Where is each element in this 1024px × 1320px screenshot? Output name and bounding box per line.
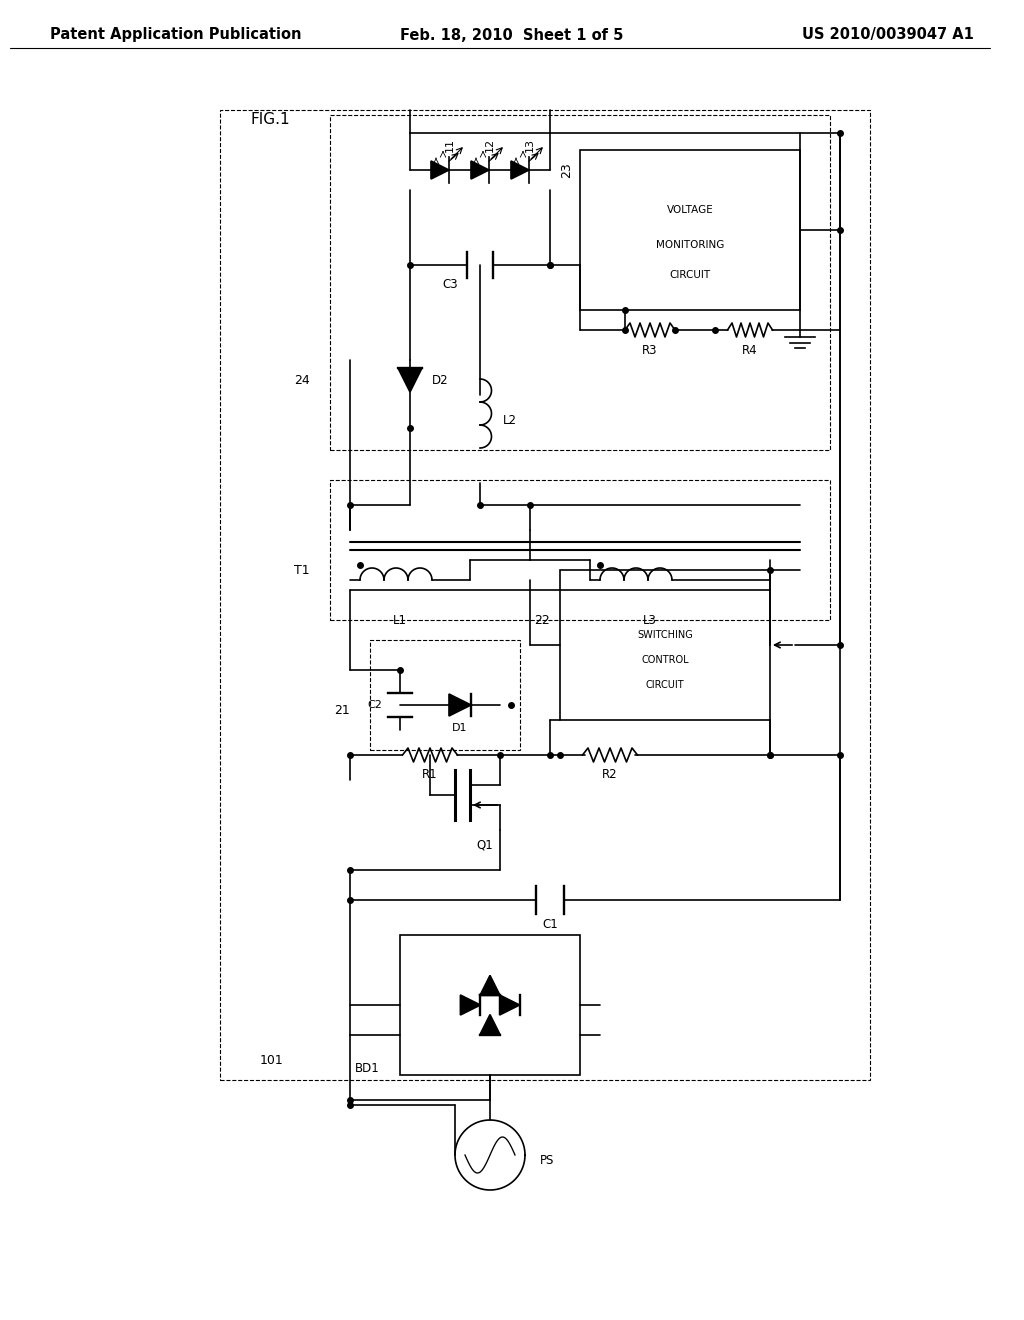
Text: L3: L3: [643, 614, 657, 627]
Text: R4: R4: [742, 343, 758, 356]
Text: D1: D1: [453, 723, 468, 733]
Text: 22: 22: [535, 614, 550, 627]
Bar: [400, 935, 580, 1074]
Polygon shape: [511, 161, 529, 180]
Polygon shape: [449, 694, 471, 715]
Text: R2: R2: [602, 768, 617, 781]
Text: 12: 12: [485, 137, 495, 152]
Text: R1: R1: [422, 768, 438, 781]
Text: 21: 21: [334, 704, 350, 717]
Bar: [330, 480, 830, 620]
Text: 11: 11: [445, 139, 455, 152]
Polygon shape: [431, 161, 449, 180]
Text: CONTROL: CONTROL: [641, 655, 689, 665]
Bar: [370, 640, 520, 750]
Text: T1: T1: [294, 564, 310, 577]
Bar: [330, 115, 830, 450]
Text: MONITORING: MONITORING: [655, 240, 724, 249]
Text: R3: R3: [642, 343, 657, 356]
Text: D2: D2: [432, 374, 449, 387]
Polygon shape: [480, 1015, 500, 1035]
Text: CIRCUIT: CIRCUIT: [670, 271, 711, 280]
Text: 23: 23: [560, 162, 573, 178]
Text: 13: 13: [525, 139, 535, 152]
Text: SWITCHING: SWITCHING: [637, 630, 693, 640]
Text: Patent Application Publication: Patent Application Publication: [50, 28, 301, 42]
Text: FIG.1: FIG.1: [250, 112, 290, 128]
Text: 101: 101: [260, 1053, 284, 1067]
Polygon shape: [398, 368, 422, 392]
Text: 24: 24: [294, 374, 310, 387]
Polygon shape: [461, 995, 480, 1015]
Polygon shape: [471, 161, 489, 180]
Text: VOLTAGE: VOLTAGE: [667, 205, 714, 215]
Bar: [580, 150, 800, 310]
Text: L1: L1: [393, 614, 407, 627]
Bar: [560, 570, 770, 719]
Text: Q1: Q1: [476, 838, 494, 851]
Text: Feb. 18, 2010  Sheet 1 of 5: Feb. 18, 2010 Sheet 1 of 5: [400, 28, 624, 42]
Text: US 2010/0039047 A1: US 2010/0039047 A1: [802, 28, 974, 42]
Text: L2: L2: [503, 413, 517, 426]
Polygon shape: [500, 995, 519, 1015]
Text: C1: C1: [542, 919, 558, 932]
Text: PS: PS: [540, 1154, 554, 1167]
Text: CIRCUIT: CIRCUIT: [646, 680, 684, 690]
Bar: [220, 110, 870, 1080]
Text: C2: C2: [368, 700, 382, 710]
Text: BD1: BD1: [355, 1061, 380, 1074]
Text: C3: C3: [442, 279, 458, 292]
Polygon shape: [480, 975, 500, 995]
